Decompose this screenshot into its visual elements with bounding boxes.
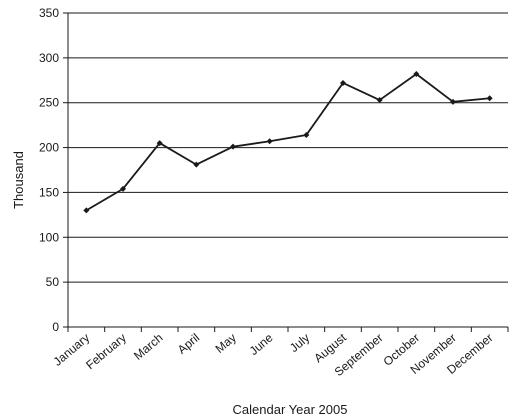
data-point-march (156, 140, 163, 147)
x-tick-label-april: April (175, 331, 202, 357)
data-point-november (450, 98, 456, 105)
data-point-january (83, 207, 90, 214)
data-point-may (230, 143, 236, 150)
y-tick-label-150: 150 (39, 185, 59, 199)
x-tick-label-march: March (131, 331, 166, 363)
y-tick-label-350: 350 (39, 6, 59, 20)
x-tick-label-february: February (83, 331, 129, 373)
axes (67, 13, 508, 328)
data-point-june (266, 138, 273, 145)
y-tick-label-0: 0 (52, 320, 59, 334)
y-tick-label-200: 200 (39, 141, 59, 155)
x-axis-title: Calendar Year 2005 (233, 402, 348, 417)
series-line-0 (85, 73, 490, 212)
data-point-october (413, 71, 420, 78)
x-tick-label-june: June (247, 330, 276, 358)
x-tick-label-july: July (287, 331, 312, 355)
x-tick-label-may: May (213, 331, 239, 356)
y-axis-title: Thousand (11, 151, 26, 209)
data-point-december (486, 95, 493, 102)
gridlines (68, 12, 508, 283)
y-tick-label-300: 300 (39, 51, 59, 65)
data-point-august (340, 79, 346, 86)
y-tick-label-100: 100 (39, 230, 59, 244)
y-tick-label-50: 50 (46, 275, 60, 289)
y-axis-ticks: 0 50 100 150 200 250 300 350 (39, 6, 68, 334)
data-point-february (120, 185, 126, 192)
data-point-september (376, 97, 383, 104)
data-point-july (303, 132, 310, 139)
y-tick-label-250: 250 (39, 96, 59, 110)
series-layer (83, 71, 493, 214)
data-point-april (193, 161, 200, 168)
